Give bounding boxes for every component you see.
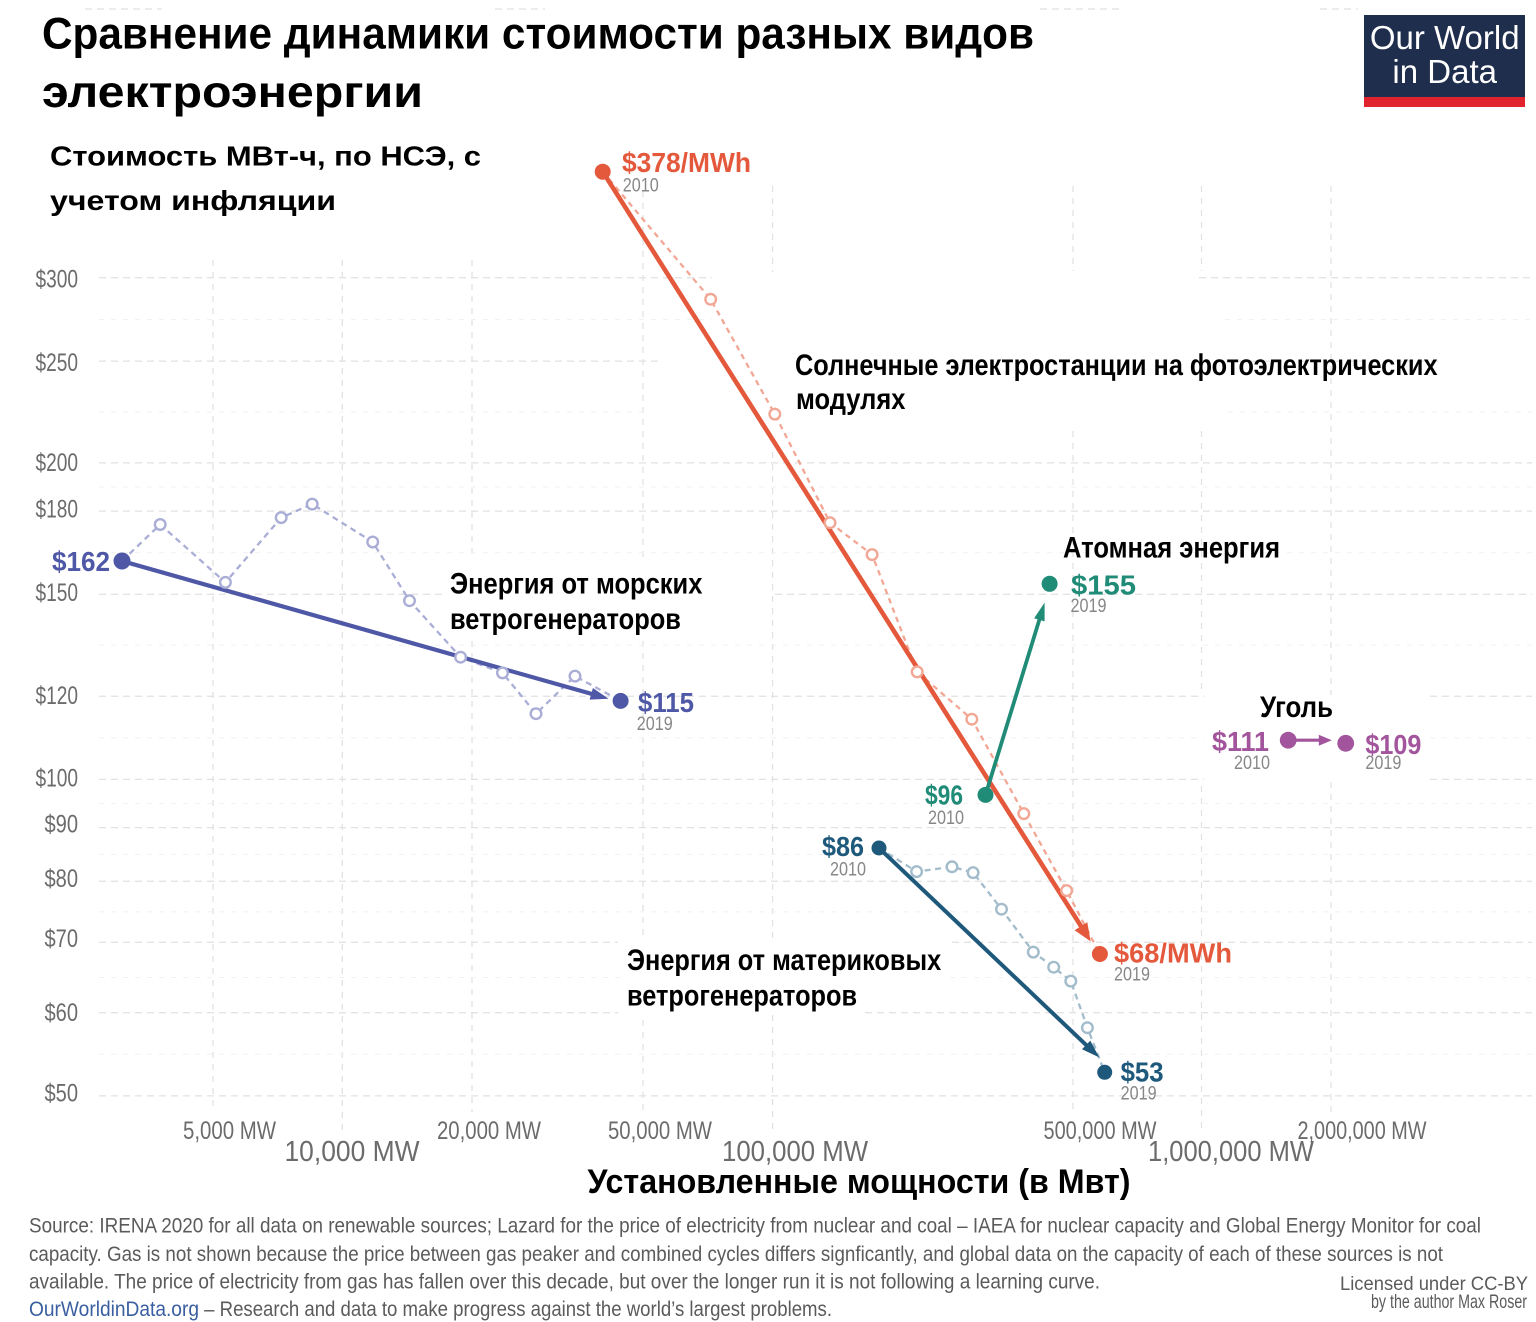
svg-text:2010: 2010 [928, 808, 964, 829]
svg-text:2019: 2019 [1365, 753, 1401, 774]
svg-text:$111: $111 [1212, 726, 1269, 757]
svg-text:$150: $150 [36, 579, 79, 607]
svg-text:500,000 MW: 500,000 MW [1044, 1117, 1157, 1145]
svg-text:Уголь: Уголь [1260, 691, 1333, 724]
svg-text:OurWorldinData.org – Research: OurWorldinData.org – Research and data t… [29, 1298, 832, 1321]
svg-text:$115: $115 [638, 687, 694, 718]
svg-text:модулях: модулях [796, 383, 906, 416]
svg-text:available. The price of electr: available. The price of electricity from… [29, 1271, 1100, 1294]
svg-text:$50: $50 [45, 1080, 79, 1108]
svg-text:2010: 2010 [830, 860, 866, 881]
svg-text:Энергия от морских: Энергия от морских [450, 568, 703, 601]
svg-text:2019: 2019 [1071, 596, 1107, 617]
svg-text:2010: 2010 [623, 175, 659, 196]
svg-text:$109: $109 [1365, 729, 1421, 760]
svg-text:10,000 MW: 10,000 MW [285, 1136, 421, 1168]
svg-text:20,000 MW: 20,000 MW [437, 1117, 541, 1145]
svg-text:$120: $120 [36, 682, 79, 710]
svg-text:$378/MWh: $378/MWh [622, 147, 751, 178]
svg-text:$80: $80 [45, 865, 79, 893]
svg-text:2,000,000 MW: 2,000,000 MW [1298, 1117, 1427, 1145]
svg-text:2019: 2019 [1114, 965, 1150, 986]
svg-text:$68/MWh: $68/MWh [1114, 938, 1232, 969]
svg-text:$100: $100 [36, 764, 79, 792]
svg-text:2019: 2019 [1121, 1084, 1157, 1105]
svg-text:$96: $96 [925, 780, 963, 811]
svg-text:$155: $155 [1071, 570, 1136, 601]
svg-text:$300: $300 [36, 265, 79, 293]
svg-text:$53: $53 [1121, 1057, 1164, 1088]
svg-text:$60: $60 [45, 999, 79, 1027]
svg-text:Source: IRENA 2020 for all dat: Source: IRENA 2020 for all data on renew… [29, 1215, 1481, 1238]
svg-text:Атомная энергия: Атомная энергия [1063, 532, 1280, 565]
svg-text:Стоимость МВт-ч, по НСЭ, с: Стоимость МВт-ч, по НСЭ, с [50, 141, 481, 172]
svg-text:$180: $180 [36, 496, 79, 524]
svg-text:5,000 MW: 5,000 MW [183, 1117, 276, 1145]
svg-text:2019: 2019 [637, 714, 673, 735]
svg-text:2010: 2010 [1234, 753, 1270, 774]
svg-text:Licensed under CC-BY: Licensed under CC-BY [1340, 1273, 1528, 1295]
svg-text:Установленные мощности (в Мвт): Установленные мощности (в Мвт) [588, 1163, 1131, 1201]
svg-text:$200: $200 [36, 449, 79, 477]
svg-text:$86: $86 [822, 831, 864, 862]
svg-text:Солнечные электростанции на фо: Солнечные электростанции на фотоэлектрич… [795, 349, 1438, 382]
svg-text:учетом инфляции: учетом инфляции [50, 185, 336, 216]
svg-text:capacity. Gas is not shown bec: capacity. Gas is not shown because the p… [29, 1243, 1443, 1266]
svg-text:электроэнергии: электроэнергии [42, 68, 423, 117]
svg-text:Сравнение динамики стоимости р: Сравнение динамики стоимости разных видо… [42, 10, 1034, 59]
svg-text:by the author Max Roser: by the author Max Roser [1371, 1291, 1527, 1313]
svg-text:$250: $250 [36, 349, 79, 377]
svg-text:$162: $162 [52, 546, 110, 577]
svg-text:1,000,000 MW: 1,000,000 MW [1148, 1136, 1315, 1168]
svg-text:100,000 MW: 100,000 MW [722, 1136, 869, 1168]
svg-text:50,000 MW: 50,000 MW [608, 1117, 712, 1145]
svg-text:ветрогенераторов: ветрогенераторов [627, 979, 857, 1012]
svg-text:ветрогенераторов: ветрогенераторов [450, 603, 681, 636]
svg-text:Энергия от материковых: Энергия от материковых [627, 944, 941, 977]
svg-text:$90: $90 [45, 811, 79, 839]
svg-text:$70: $70 [45, 925, 79, 953]
